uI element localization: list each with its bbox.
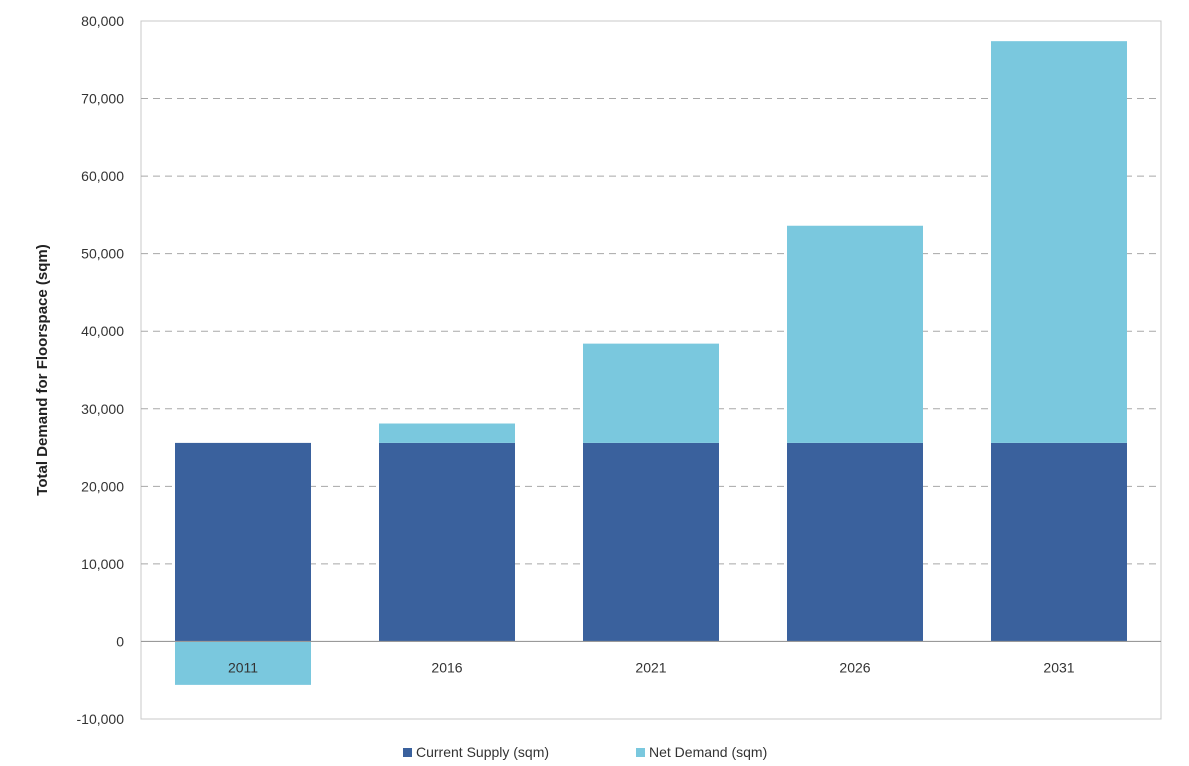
x-category-label: 2011 [228, 659, 258, 675]
y-tick-label: 0 [116, 633, 124, 649]
legend: Current Supply (sqm) Net Demand (sqm) [403, 744, 767, 760]
y-axis-title: Total Demand for Floorspace (sqm) [34, 244, 51, 495]
legend-label: Net Demand (sqm) [649, 744, 767, 760]
y-tick-label: 50,000 [81, 246, 124, 262]
y-tick-label: 80,000 [81, 13, 124, 29]
legend-label: Current Supply (sqm) [416, 744, 549, 760]
bar-current-supply-sqm-2031 [991, 442, 1127, 642]
bar-net-demand-sqm-2026 [787, 225, 923, 443]
bar-current-supply-sqm-2026 [787, 442, 923, 642]
bar-current-supply-sqm-2011 [175, 442, 311, 642]
bars [175, 41, 1127, 685]
x-category-label: 2031 [1043, 659, 1074, 675]
legend-swatch [403, 748, 412, 757]
bar-net-demand-sqm-2031 [991, 41, 1127, 443]
y-tick-label: 60,000 [81, 168, 124, 184]
x-category-label: 2016 [431, 659, 462, 675]
legend-swatch [636, 748, 645, 757]
y-tick-labels: -10,000 0 10,000 20,000 30,000 40,000 50,000 60… [77, 13, 125, 727]
y-tick-label: 20,000 [81, 478, 124, 494]
y-tick-label: 30,000 [81, 401, 124, 417]
bar-net-demand-sqm-2021 [583, 343, 719, 443]
x-category-label: 2026 [839, 659, 870, 675]
bar-net-demand-sqm-2016 [379, 423, 515, 443]
y-tick-label: 70,000 [81, 91, 124, 107]
x-category-labels: 2011 2016 2021 2026 2031 [228, 659, 1075, 675]
y-tick-label: 40,000 [81, 323, 124, 339]
x-category-label: 2021 [635, 659, 666, 675]
bar-net-demand-sqm-2011 [175, 641, 311, 685]
y-tick-label: 10,000 [81, 556, 124, 572]
y-tick-label: -10,000 [77, 711, 125, 727]
bar-current-supply-sqm-2016 [379, 442, 515, 642]
bar-current-supply-sqm-2021 [583, 442, 719, 642]
